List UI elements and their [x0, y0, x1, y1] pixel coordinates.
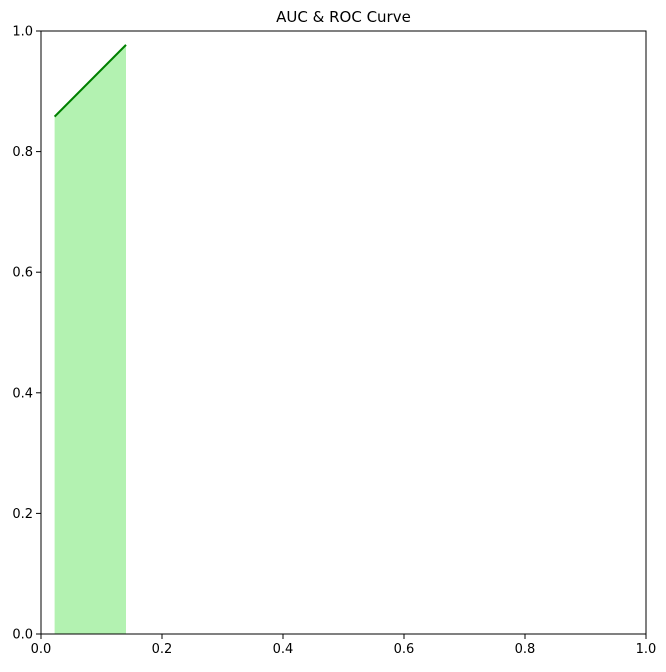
plot-frame	[40, 30, 647, 635]
x-axis: 0.0 0.2 0.4 0.6 0.8 1.0	[31, 634, 657, 657]
x-tick-label: 1.0	[636, 642, 657, 657]
y-tick-label: 0.8	[12, 145, 33, 160]
y-tick-label: 0.0	[12, 628, 33, 643]
roc-line-0	[53, 44, 127, 118]
x-tick-label: 0.8	[515, 642, 536, 657]
x-tick-label: 0.6	[394, 642, 415, 657]
y-tick-label: 1.0	[12, 25, 33, 40]
auc-area-0	[54, 44, 127, 634]
x-tick-label: 0.4	[273, 642, 294, 657]
y-axis: 0.0 0.2 0.4 0.6 0.8 1.0	[12, 25, 41, 643]
plot-area	[53, 44, 127, 634]
x-tick-label: 0.0	[31, 642, 52, 657]
x-tick-label: 0.2	[152, 642, 173, 657]
y-tick-label: 0.4	[12, 386, 33, 401]
y-tick-label: 0.2	[12, 507, 33, 522]
chart-title: AUC & ROC Curve	[276, 8, 411, 26]
y-tick-label: 0.6	[12, 266, 33, 281]
